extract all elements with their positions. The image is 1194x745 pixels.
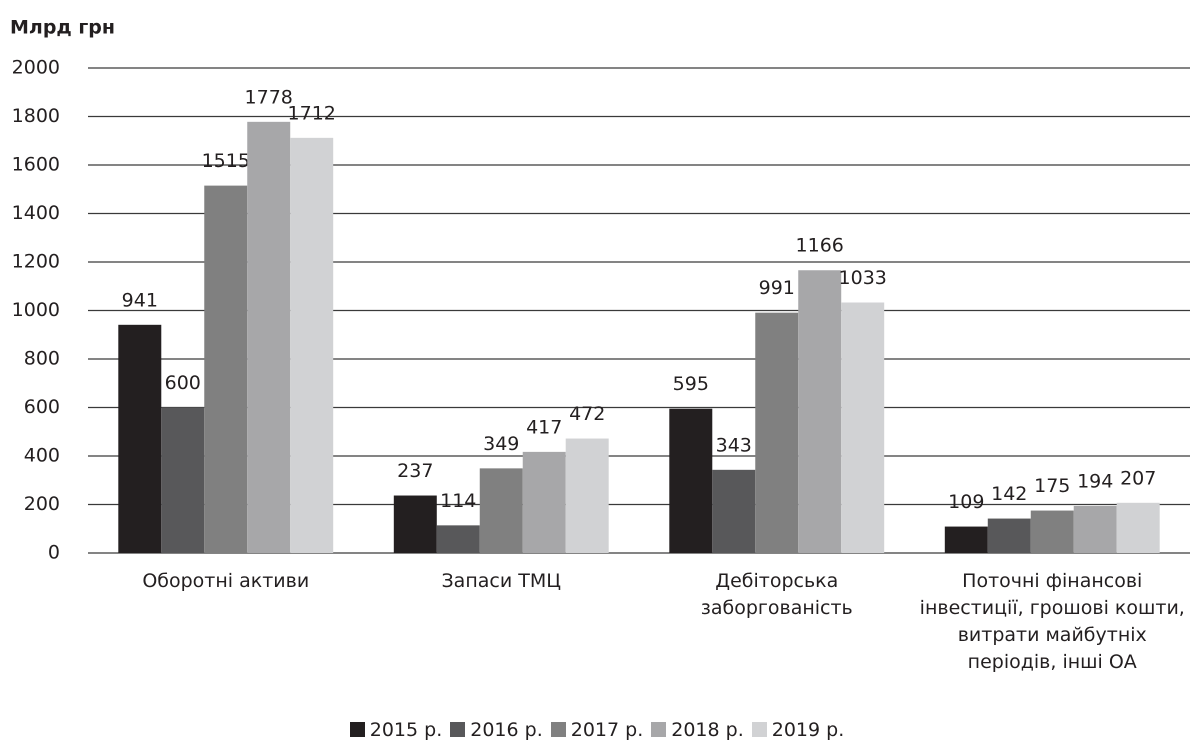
bar — [393, 495, 437, 553]
y-tick-label: 1800 — [12, 105, 60, 127]
bar — [247, 121, 291, 554]
y-axis-label: Млрд грн — [10, 17, 115, 39]
legend-swatch — [651, 722, 667, 737]
bar — [522, 451, 566, 553]
legend-swatch — [450, 722, 466, 737]
data-label: 1515 — [202, 150, 250, 172]
y-tick-label: 1000 — [12, 299, 60, 321]
bar — [118, 324, 162, 553]
y-tick-label: 800 — [24, 348, 60, 370]
data-label: 1712 — [288, 102, 336, 124]
bar — [755, 312, 799, 553]
bar — [565, 438, 609, 553]
data-label: 114 — [440, 490, 476, 512]
data-label: 207 — [1120, 467, 1156, 489]
legend-label: 2019 р. — [771, 719, 845, 741]
bar — [841, 302, 885, 553]
data-label: 237 — [397, 460, 433, 482]
x-tick-label: Оборотні активи — [142, 570, 310, 592]
data-label: 175 — [1034, 475, 1070, 497]
bar — [669, 408, 713, 553]
legend-swatch — [550, 722, 566, 737]
bar — [1116, 502, 1160, 553]
y-tick-label: 200 — [24, 493, 60, 515]
y-tick-label: 600 — [24, 396, 60, 418]
x-tick-label: Поточні фінансові інвестиції, грошові ко… — [919, 570, 1185, 673]
data-label: 1033 — [839, 267, 887, 289]
y-tick-label: 400 — [24, 445, 60, 467]
y-tick-label: 1400 — [12, 202, 60, 224]
bar — [712, 469, 756, 553]
legend-label: 2017 р. — [570, 719, 644, 741]
bar — [1073, 505, 1117, 553]
data-label: 472 — [569, 403, 605, 425]
legend-item: 2018 р. — [651, 719, 744, 741]
legend-label: 2015 р. — [369, 719, 443, 741]
bar — [798, 270, 842, 553]
y-tick-label: 0 — [48, 542, 60, 564]
data-label: 343 — [716, 434, 752, 456]
data-label: 1778 — [245, 86, 293, 108]
bar — [436, 525, 480, 553]
legend: 2015 р. 2016 р. 2017 р. 2018 р. 2019 р. — [0, 719, 1194, 741]
y-tick-label: 2000 — [12, 57, 60, 79]
legend-label: 2018 р. — [671, 719, 744, 741]
bar — [1030, 510, 1074, 553]
data-label: 595 — [673, 373, 709, 395]
bar — [161, 407, 205, 553]
legend-label: 2016 р. — [470, 719, 543, 741]
legend-swatch — [349, 722, 365, 737]
bar — [987, 518, 1031, 553]
data-label: 194 — [1077, 470, 1113, 492]
data-label: 417 — [526, 416, 562, 438]
legend-item: 2016 р. — [450, 719, 543, 741]
legend-item: 2019 р. — [751, 719, 845, 741]
data-label: 1166 — [796, 235, 844, 257]
bar — [944, 526, 988, 553]
data-label: 142 — [991, 483, 1027, 505]
data-label: 991 — [759, 277, 795, 299]
bar — [204, 185, 248, 554]
data-label: 109 — [948, 491, 984, 513]
y-tick-label: 1200 — [12, 251, 60, 273]
y-tick-label: 1600 — [12, 154, 60, 176]
x-tick-label: Запаси ТМЦ — [441, 570, 561, 592]
data-label: 349 — [483, 433, 519, 455]
bar — [479, 468, 523, 553]
data-label: 941 — [122, 289, 158, 311]
bar — [290, 137, 334, 553]
x-tick-label: Дебіторська заборгованість — [700, 570, 853, 619]
legend-swatch — [751, 722, 767, 737]
data-label: 600 — [165, 372, 201, 394]
legend-item: 2017 р. — [550, 719, 644, 741]
legend-item: 2015 р. — [349, 719, 443, 741]
